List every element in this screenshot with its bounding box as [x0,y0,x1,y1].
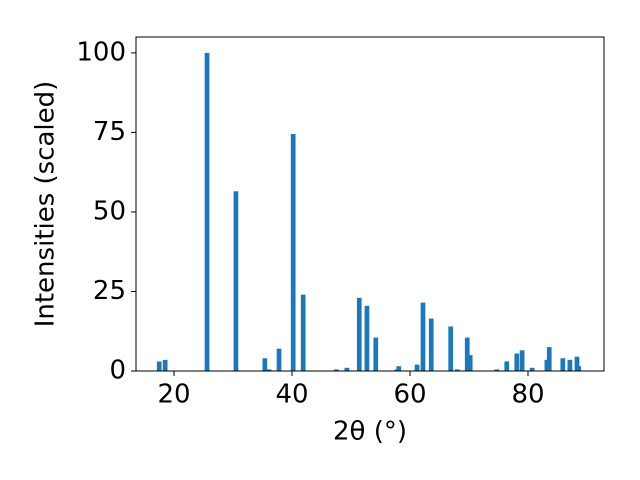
y-tick-label: 25 [93,276,126,306]
y-tick-label: 50 [93,196,126,226]
y-axis-label: Intensities (scaled) [31,81,61,328]
bar [290,134,296,371]
y-tick-label: 75 [93,117,126,147]
bar [546,347,552,371]
bar [162,359,168,371]
x-tick-label: 20 [157,380,190,410]
bar [344,367,350,371]
plot-frame [135,36,605,372]
bar [464,337,470,371]
bar [414,364,420,371]
bar [266,369,272,371]
bar [454,369,460,371]
bar [494,369,500,371]
x-tick-label: 40 [275,380,308,410]
y-tick-label: 100 [76,37,126,67]
x-tick-label: 60 [393,380,426,410]
bar [356,297,362,371]
x-axis-label: 2θ (°) [333,417,407,447]
bar [519,350,525,371]
bar [567,359,573,371]
bar [333,369,339,371]
bar [204,52,210,372]
bar [574,356,580,371]
bar [156,361,162,371]
bar [529,367,535,371]
bar [448,326,454,371]
bar [300,294,306,371]
y-tick-label: 0 [109,356,126,386]
bar [467,355,473,371]
bar [504,361,510,371]
bar [576,366,582,371]
bar [396,366,402,371]
x-tick-label: 80 [511,380,544,410]
bar [276,348,282,371]
bar [560,358,566,371]
bar [428,318,434,371]
bar [262,358,268,371]
bar [420,302,426,371]
bar [364,305,370,371]
bar [514,353,520,371]
bar [233,191,239,371]
bar [373,337,379,371]
